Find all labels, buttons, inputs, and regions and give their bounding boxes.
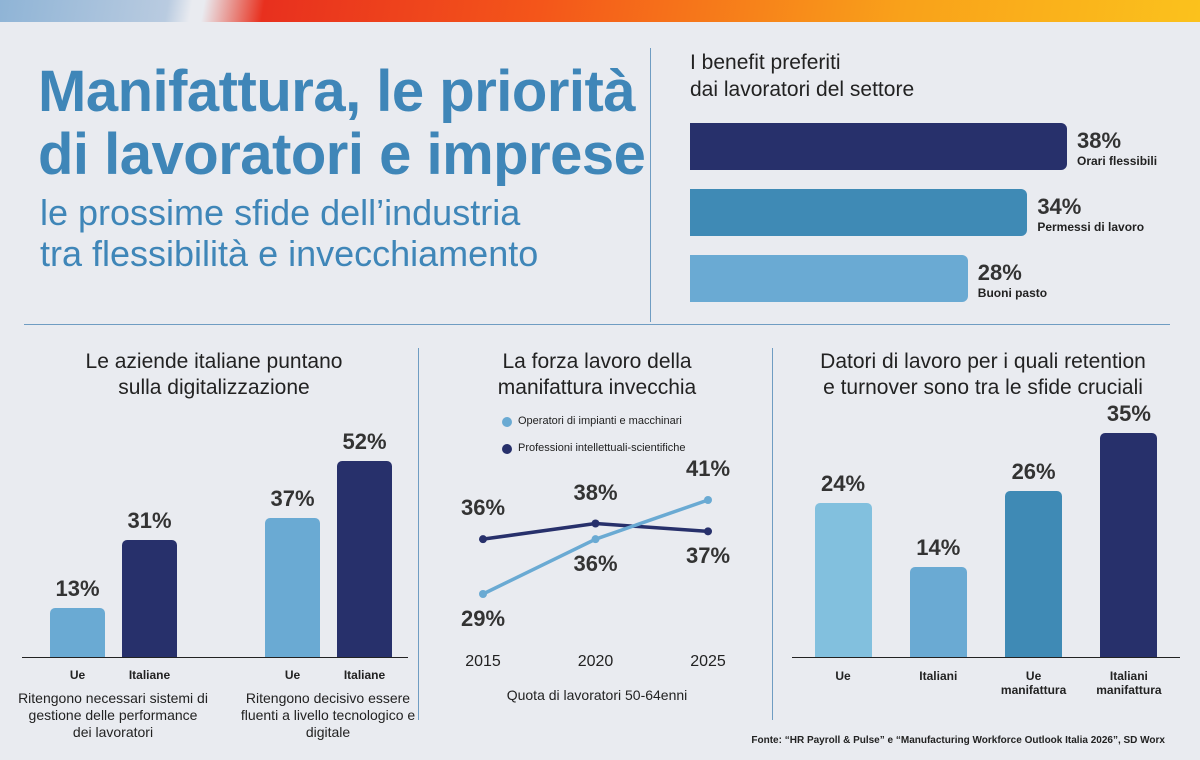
category-label: Italiane — [343, 668, 386, 682]
top-stripe — [0, 0, 1200, 22]
value-label: 52% — [342, 429, 387, 454]
category-label: Italiani manifattura — [1096, 669, 1162, 697]
divider — [24, 324, 1170, 325]
bar — [690, 189, 1028, 236]
category-label: Buoni pasto — [977, 286, 1048, 300]
chart-title: dai lavoratori del settore — [690, 78, 915, 101]
legend-label: Professioni intellettuali-scientifiche — [518, 442, 686, 454]
chart-title: La forza lavoro della — [502, 350, 692, 373]
chart-title: Le aziende italiane puntano — [85, 350, 343, 373]
legend-marker — [502, 444, 512, 454]
value-label: 24% — [820, 471, 866, 497]
category-label: Orari flessibili — [1077, 154, 1158, 168]
subtitle: le prossime sfide dell’industria — [40, 192, 521, 233]
value-label: 37% — [685, 543, 731, 569]
point — [591, 519, 600, 528]
bar — [909, 567, 967, 657]
bar — [1005, 490, 1063, 657]
category-label: Ue manifattura — [1000, 669, 1067, 697]
value-label: 38% — [573, 479, 618, 505]
point — [704, 496, 712, 504]
value-label: 31% — [127, 508, 172, 534]
x-axis-label: Quota di lavoratori 50-64enni — [506, 687, 688, 703]
category-label: Permessi di lavoro — [1037, 220, 1145, 234]
legend-label: Operatori di impianti e macchinari — [518, 415, 682, 427]
value-label: 36% — [460, 495, 506, 521]
value-label: 28% — [977, 260, 1022, 285]
title: Manifattura, le priorità — [38, 59, 636, 124]
baseline — [22, 657, 408, 658]
bar — [814, 503, 872, 657]
bar — [265, 517, 320, 657]
baseline — [792, 657, 1180, 658]
value-label: 29% — [460, 606, 506, 631]
x-tick-label: 2025 — [690, 653, 726, 670]
category-label: Italiani — [919, 669, 958, 683]
divider — [772, 348, 773, 720]
bar — [337, 461, 392, 657]
value-label: 14% — [916, 535, 961, 561]
value-label: 41% — [685, 456, 731, 481]
value-label: 34% — [1037, 194, 1082, 219]
bar — [50, 608, 105, 657]
subtitle: tra flessibilità e invecchiamento — [40, 233, 539, 274]
x-tick-label: 2015 — [465, 653, 501, 670]
source: Fonte: “HR Payroll & Pulse” e “Manufactu… — [751, 735, 1165, 746]
divider — [650, 48, 651, 322]
title: di lavoratori e imprese — [38, 122, 646, 187]
bar — [122, 540, 177, 657]
value-label: 35% — [1106, 401, 1151, 426]
chart-title: e turnover sono tra le sfide cruciali — [823, 376, 1143, 399]
chart-title: sulla digitalizzazione — [118, 376, 310, 399]
point — [704, 527, 712, 536]
chart-title: manifattura invecchia — [497, 376, 697, 399]
category-label: Italiane — [128, 668, 171, 682]
caption: Ritengono necessari sistemi di gestione … — [18, 690, 208, 740]
category-label: Ue — [69, 668, 86, 682]
bar — [690, 255, 968, 302]
chart-title: I benefit preferiti — [690, 51, 841, 74]
bar — [1100, 433, 1158, 657]
x-tick-label: 2020 — [577, 653, 614, 670]
value-label: 26% — [1011, 458, 1056, 484]
category-label: Ue — [284, 668, 301, 682]
value-label: 38% — [1077, 128, 1122, 153]
bar — [690, 123, 1067, 170]
point — [591, 535, 600, 544]
legend-marker — [502, 417, 512, 427]
caption: Ritengono decisivo essere fluenti a live… — [240, 690, 416, 740]
divider — [418, 348, 419, 720]
value-label: 13% — [55, 576, 100, 601]
point — [479, 590, 487, 598]
category-label: Ue — [835, 669, 851, 683]
value-label: 37% — [270, 485, 315, 511]
chart-title: Datori di lavoro per i quali retention — [820, 350, 1146, 373]
value-label: 36% — [573, 551, 618, 577]
point — [479, 535, 487, 544]
